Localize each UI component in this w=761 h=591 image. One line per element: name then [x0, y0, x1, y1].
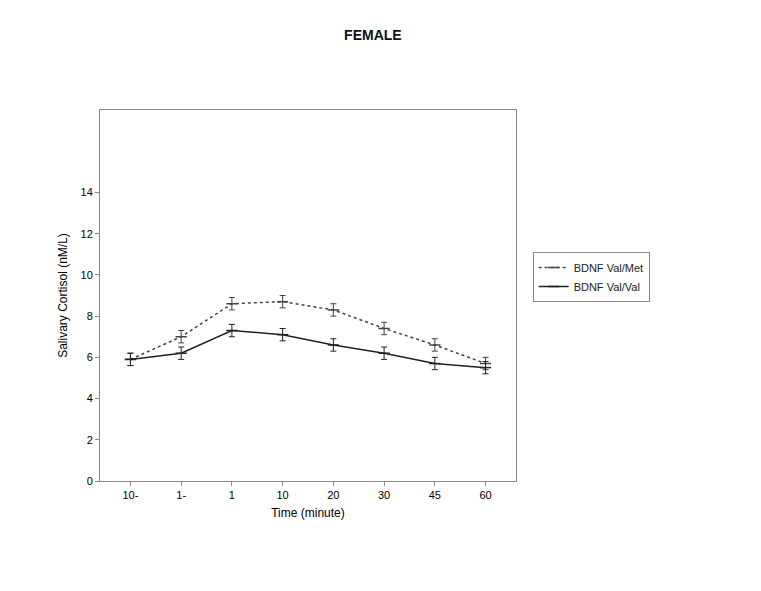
- svg-text:0: 0: [87, 475, 93, 487]
- svg-text:6: 6: [87, 351, 93, 363]
- svg-text:4: 4: [87, 392, 93, 404]
- svg-text:45: 45: [429, 489, 441, 501]
- svg-text:10-: 10-: [122, 489, 138, 501]
- svg-text:Time (minute): Time (minute): [271, 506, 345, 520]
- svg-text:1-: 1-: [176, 489, 186, 501]
- svg-text:12: 12: [81, 228, 93, 240]
- svg-text:10: 10: [277, 489, 289, 501]
- svg-text:2: 2: [87, 434, 93, 446]
- svg-text:8: 8: [87, 310, 93, 322]
- svg-text:14: 14: [81, 186, 93, 198]
- svg-text:1: 1: [229, 489, 235, 501]
- svg-text:60: 60: [479, 489, 491, 501]
- svg-text:10: 10: [81, 269, 93, 281]
- svg-text:30: 30: [378, 489, 390, 501]
- svg-text:FEMALE: FEMALE: [344, 27, 402, 43]
- svg-text:BDNF Val/Val: BDNF Val/Val: [574, 281, 640, 293]
- svg-text:20: 20: [327, 489, 339, 501]
- svg-text:BDNF Val/Met: BDNF Val/Met: [574, 262, 643, 274]
- svg-text:Salivary Cortisol (nM/L): Salivary Cortisol (nM/L): [56, 233, 70, 358]
